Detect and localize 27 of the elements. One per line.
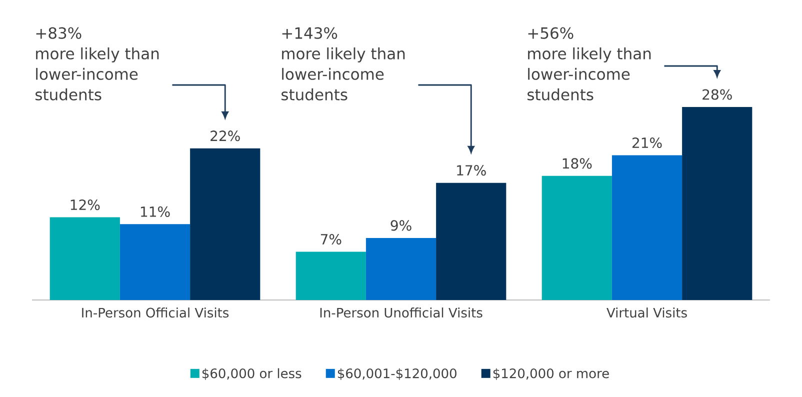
bar <box>296 252 366 300</box>
bar <box>436 182 506 300</box>
data-label: 28% <box>702 89 732 100</box>
bar <box>50 217 120 300</box>
bar <box>120 224 190 300</box>
data-label: 12% <box>70 199 100 210</box>
text: +56% more likely than lower-income students <box>528 27 651 100</box>
bar <box>190 148 260 300</box>
bar <box>542 176 612 300</box>
x-tick-label: In-Person Unofficial Visits <box>320 308 482 318</box>
bar <box>612 155 682 300</box>
data-label: 7% <box>320 234 342 245</box>
data-label: 17% <box>457 165 486 176</box>
legend-label: $60,001-$120,000 <box>338 368 456 380</box>
data-label: 21% <box>632 137 662 148</box>
data-label: 18% <box>562 158 592 169</box>
x-tick-label: Virtual Visits <box>606 308 687 318</box>
legend-label: $120,000 or more <box>493 368 609 380</box>
data-label: 11% <box>140 206 170 217</box>
text: +143% more likely than lower-income students <box>282 27 405 100</box>
text: +83% more likely than lower-income students <box>36 27 159 100</box>
data-label: 22% <box>210 130 240 142</box>
x-tick-label: In-Person Official Visits <box>82 308 229 318</box>
data-label: 9% <box>390 220 412 231</box>
bar <box>682 107 752 300</box>
bar <box>366 238 436 300</box>
legend-label: $60,000 or less <box>202 368 302 380</box>
